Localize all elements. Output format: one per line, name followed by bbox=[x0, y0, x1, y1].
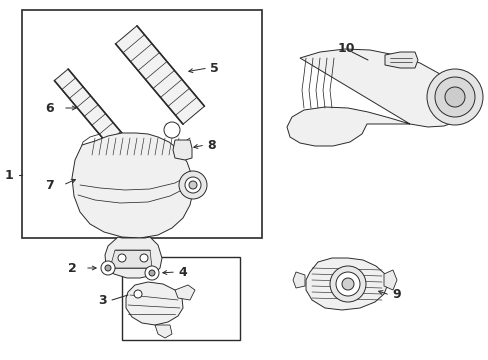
Circle shape bbox=[145, 266, 159, 280]
Polygon shape bbox=[110, 250, 152, 268]
Text: 6: 6 bbox=[45, 102, 54, 114]
Text: 7: 7 bbox=[45, 179, 54, 192]
Circle shape bbox=[101, 261, 115, 275]
Polygon shape bbox=[105, 237, 162, 278]
Text: 5: 5 bbox=[209, 62, 218, 75]
Polygon shape bbox=[384, 52, 417, 68]
Circle shape bbox=[341, 278, 353, 290]
Bar bbox=[22, 10, 262, 238]
Text: 9: 9 bbox=[391, 288, 400, 302]
Polygon shape bbox=[173, 140, 192, 160]
Polygon shape bbox=[286, 49, 467, 146]
Polygon shape bbox=[155, 325, 172, 338]
Circle shape bbox=[184, 177, 201, 193]
Circle shape bbox=[329, 266, 365, 302]
Text: 8: 8 bbox=[206, 139, 215, 152]
Polygon shape bbox=[54, 69, 135, 161]
Circle shape bbox=[335, 272, 359, 296]
Circle shape bbox=[149, 270, 155, 276]
Polygon shape bbox=[383, 270, 396, 290]
Text: 4: 4 bbox=[178, 266, 186, 279]
Circle shape bbox=[189, 181, 197, 189]
Text: 10: 10 bbox=[337, 41, 355, 54]
Circle shape bbox=[134, 290, 142, 298]
Polygon shape bbox=[72, 133, 193, 238]
Circle shape bbox=[444, 87, 464, 107]
Circle shape bbox=[426, 69, 482, 125]
Text: 3: 3 bbox=[98, 293, 106, 306]
Circle shape bbox=[434, 77, 474, 117]
Circle shape bbox=[118, 254, 126, 262]
Polygon shape bbox=[305, 258, 387, 310]
Polygon shape bbox=[175, 285, 195, 300]
Polygon shape bbox=[115, 26, 204, 124]
Polygon shape bbox=[126, 282, 183, 325]
Circle shape bbox=[105, 265, 111, 271]
Polygon shape bbox=[292, 272, 305, 288]
Circle shape bbox=[140, 254, 148, 262]
Bar bbox=[122, 257, 240, 340]
Circle shape bbox=[179, 171, 206, 199]
Circle shape bbox=[163, 122, 180, 138]
Text: 1: 1 bbox=[5, 168, 14, 181]
Text: 2: 2 bbox=[68, 261, 77, 274]
